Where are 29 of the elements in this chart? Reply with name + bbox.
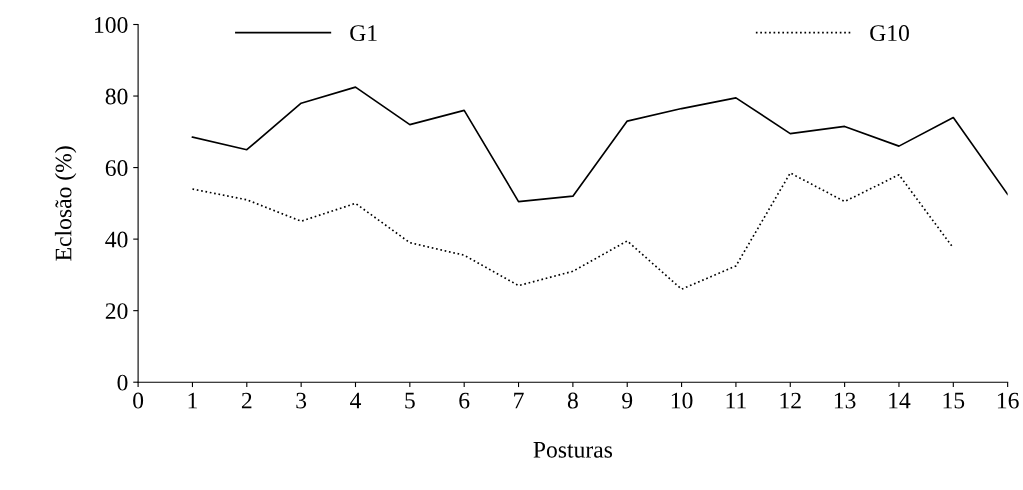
x-tick-label: 16 bbox=[997, 392, 1019, 409]
legend-label: G1 bbox=[350, 25, 377, 42]
x-tick-label: 7 bbox=[514, 392, 524, 409]
x-tick-label: 0 bbox=[133, 392, 144, 409]
y-tick-label: 80 bbox=[105, 88, 128, 105]
x-tick-label: 3 bbox=[296, 392, 307, 409]
y-tick-label: 20 bbox=[105, 303, 128, 320]
legend-label: G10 bbox=[870, 25, 909, 42]
x-tick-label: 11 bbox=[726, 392, 746, 409]
x-tick-label: 13 bbox=[834, 392, 856, 409]
x-tick-label: 1 bbox=[188, 392, 197, 409]
x-tick-label: 5 bbox=[405, 392, 415, 409]
x-tick-label: 4 bbox=[350, 392, 362, 409]
x-tick-label: 14 bbox=[889, 392, 911, 409]
y-tick-label: 40 bbox=[105, 231, 128, 248]
x-tick-label: 2 bbox=[241, 392, 252, 409]
x-tick-label: 10 bbox=[671, 392, 693, 409]
y-tick-label: 0 bbox=[117, 374, 128, 391]
x-tick-label: 6 bbox=[459, 392, 470, 409]
x-tick-label: 15 bbox=[943, 392, 965, 409]
line-series bbox=[191, 86, 1008, 203]
x-tick-label: 9 bbox=[622, 392, 633, 409]
y-tick-label: 60 bbox=[105, 160, 128, 176]
y-axis-title: Eclosão (%) bbox=[54, 146, 77, 261]
line-series bbox=[191, 172, 955, 291]
x-axis-title: Posturas bbox=[533, 442, 613, 458]
y-tick-label: 100 bbox=[95, 16, 128, 33]
x-tick-label: 8 bbox=[567, 392, 578, 409]
x-tick-label: 12 bbox=[780, 392, 801, 409]
